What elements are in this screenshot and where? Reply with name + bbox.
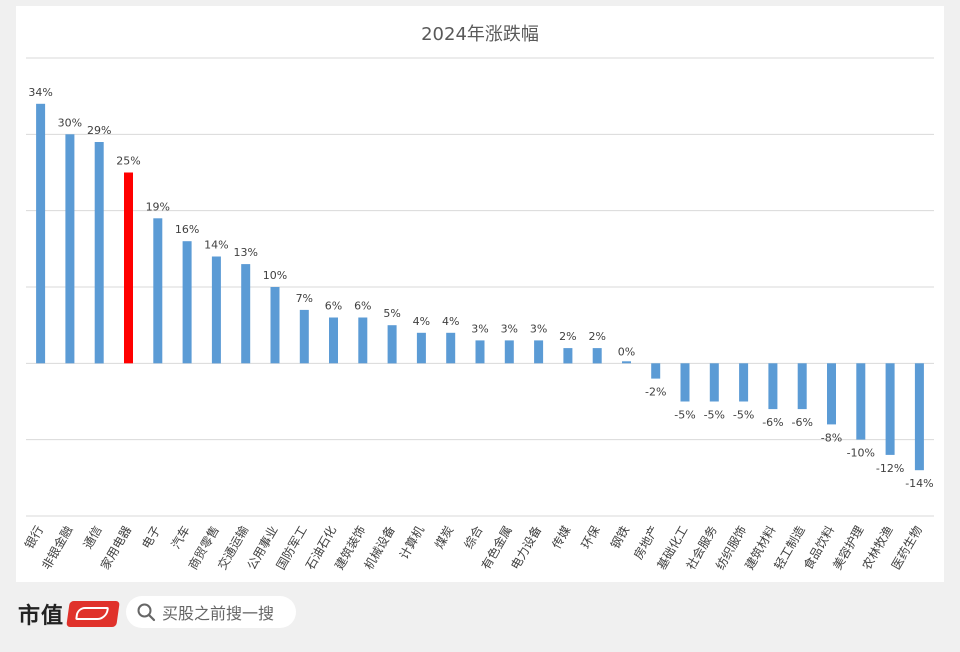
category-label: 银行 <box>22 524 46 552</box>
bar[interactable] <box>211 256 221 364</box>
bar[interactable] <box>241 264 251 364</box>
data-label: 4% <box>413 315 430 328</box>
data-label: -2% <box>645 386 666 399</box>
bar[interactable] <box>153 218 163 364</box>
data-label: -5% <box>674 409 695 422</box>
data-label: 7% <box>296 292 313 305</box>
bar[interactable] <box>182 241 192 364</box>
category-label: 综合 <box>461 523 486 551</box>
bar[interactable] <box>270 287 280 364</box>
data-label: 4% <box>442 315 459 328</box>
bar[interactable] <box>885 363 895 455</box>
data-label: 6% <box>354 300 371 313</box>
bar[interactable] <box>563 348 573 364</box>
data-label: -6% <box>762 416 783 429</box>
bar[interactable] <box>416 332 426 364</box>
data-label: 14% <box>204 239 228 252</box>
data-label: 19% <box>146 200 170 213</box>
brand-logo[interactable]: 市值 <box>18 598 120 630</box>
bar[interactable] <box>709 363 719 402</box>
data-label: 3% <box>530 322 547 335</box>
bar[interactable] <box>739 363 749 402</box>
search-box[interactable]: 买股之前搜一搜 <box>126 596 296 628</box>
data-label: 34% <box>28 86 52 99</box>
data-label: 5% <box>383 307 400 320</box>
data-label: 25% <box>116 155 140 168</box>
data-label: 6% <box>325 300 342 313</box>
data-label: -12% <box>876 462 904 475</box>
data-label: 29% <box>87 124 111 137</box>
category-label: 环保 <box>579 524 603 552</box>
brand-seal-logo <box>66 601 120 627</box>
search-icon <box>137 603 156 622</box>
bar[interactable] <box>36 103 46 364</box>
category-label: 汽车 <box>168 523 193 551</box>
data-label: -14% <box>905 477 933 490</box>
data-label: 0% <box>618 345 635 358</box>
bar[interactable] <box>856 363 866 440</box>
bar[interactable] <box>622 361 631 364</box>
chart-title: 2024年涨跌幅 <box>421 24 539 45</box>
bar[interactable] <box>329 317 338 364</box>
chart-card: 2024年涨跌幅 34% 银行 30% 非银金融 29% 通信 25% 家用电器 19% 电子 16… <box>16 6 944 582</box>
bar[interactable] <box>534 340 544 364</box>
category-label: 通信 <box>81 524 105 552</box>
data-label: -5% <box>704 409 725 422</box>
bar[interactable] <box>797 363 807 410</box>
data-label: -5% <box>733 409 754 422</box>
bar[interactable] <box>914 363 924 471</box>
data-label: 30% <box>58 116 82 129</box>
data-label: -6% <box>791 416 812 429</box>
data-label: 10% <box>263 269 287 282</box>
category-label: 房地产 <box>630 523 661 562</box>
bar[interactable] <box>680 363 690 402</box>
bar[interactable] <box>768 363 778 410</box>
category-label: 传媒 <box>548 523 573 551</box>
bar[interactable] <box>124 172 133 364</box>
bar[interactable] <box>475 340 485 364</box>
bar[interactable] <box>651 363 661 379</box>
bar[interactable] <box>299 309 309 364</box>
bar-chart: 34%银行30%非银金融29%通信25%家用电器19%电子16%汽车14%商贸零… <box>22 57 934 572</box>
data-label: 3% <box>471 322 488 335</box>
bar[interactable] <box>94 142 104 364</box>
data-label: 16% <box>175 223 199 236</box>
category-label: 计算机 <box>396 523 427 562</box>
footer: 市值 买股之前搜一搜 <box>0 582 960 652</box>
category-label: 煤炭 <box>432 524 456 552</box>
data-label: -8% <box>821 431 842 444</box>
data-label: 3% <box>501 322 518 335</box>
category-label: 电子 <box>139 524 163 552</box>
bar[interactable] <box>65 134 75 364</box>
bar[interactable] <box>504 340 514 364</box>
bar[interactable] <box>592 348 602 364</box>
bar[interactable] <box>387 325 397 364</box>
data-label: -10% <box>847 447 875 460</box>
category-label: 钢铁 <box>608 524 632 552</box>
bar[interactable] <box>446 332 456 364</box>
bar[interactable] <box>827 363 836 425</box>
data-label: 2% <box>588 330 605 343</box>
search-placeholder: 买股之前搜一搜 <box>162 604 275 623</box>
data-label: 2% <box>559 330 576 343</box>
brand-name: 市值 <box>18 603 65 629</box>
bar[interactable] <box>358 317 368 364</box>
data-label: 13% <box>233 246 257 259</box>
